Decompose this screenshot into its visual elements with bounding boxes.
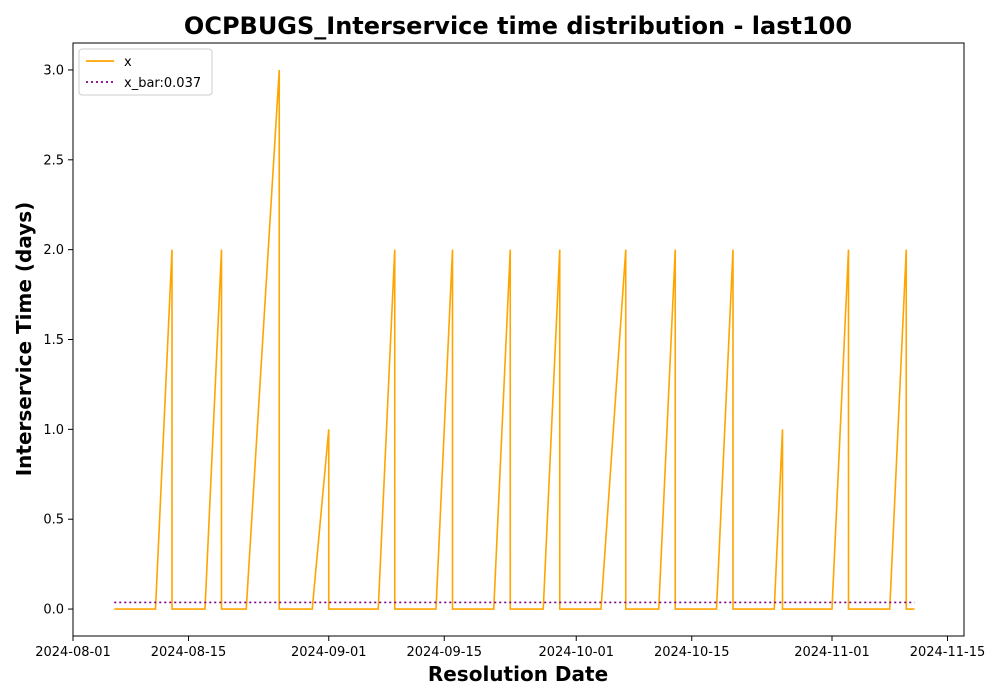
x-tick-label: 2024-10-15 [654, 645, 730, 660]
y-tick-label: 2.5 [43, 153, 64, 168]
y-axis: 0.0 0.5 1.0 1.5 2.0 2.5 3.0 [43, 63, 73, 618]
series-line-x [114, 69, 915, 610]
y-tick-label: 0.5 [43, 513, 64, 528]
y-tick-label: 0.0 [43, 603, 64, 618]
y-axis-label: Interservice Time (days) [12, 202, 36, 477]
x-tick-label: 2024-11-15 [910, 645, 986, 660]
x-tick-label: 2024-11-01 [794, 645, 870, 660]
legend-label-x-bar: x_bar:0.037 [124, 76, 201, 91]
plot-frame [72, 42, 965, 637]
legend-label-x: x [124, 55, 132, 70]
chart-title: OCPBUGS_Interservice time distribution -… [184, 12, 852, 40]
x-tick-label: 2024-09-01 [291, 645, 367, 660]
series-layer [114, 69, 915, 610]
x-axis-label: Resolution Date [428, 662, 608, 686]
y-tick-label: 1.5 [43, 333, 64, 348]
y-tick-label: 2.0 [43, 243, 64, 258]
legend: x x_bar:0.037 [78, 48, 213, 96]
x-axis: 2024-08-01 2024-08-15 2024-09-01 2024-09-15… [35, 636, 985, 660]
x-tick-label: 2024-09-15 [406, 645, 482, 660]
y-tick-label: 1.0 [43, 423, 64, 438]
y-tick-label: 3.0 [43, 63, 64, 78]
x-tick-label: 2024-10-01 [538, 645, 614, 660]
x-tick-label: 2024-08-01 [35, 645, 111, 660]
x-tick-label: 2024-08-15 [151, 645, 227, 660]
